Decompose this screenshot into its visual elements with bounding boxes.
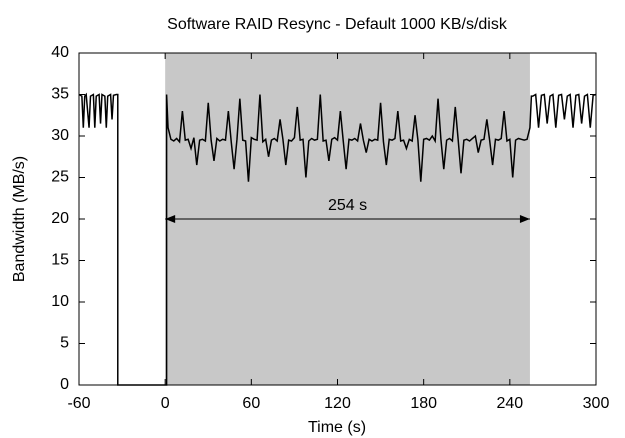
arrow-head — [519, 215, 530, 223]
arrow-head — [165, 215, 176, 223]
annotation-text: 254 s — [328, 197, 367, 214]
plot-frame — [78, 52, 597, 386]
y-tick-label: 40 — [51, 44, 69, 61]
x-tick-label: -60 — [67, 395, 90, 412]
y-axis-label: Bandwidth (MB/s) — [11, 156, 28, 282]
y-tick-label: 20 — [51, 210, 69, 227]
x-tick-label: 180 — [410, 395, 437, 412]
y-tick-label: 15 — [51, 252, 69, 269]
y-tick-label: 30 — [51, 127, 69, 144]
x-tick-label: 300 — [583, 395, 610, 412]
x-tick-label: 0 — [161, 395, 170, 412]
x-tick-label: 60 — [242, 395, 260, 412]
y-tick-label: 5 — [60, 335, 69, 352]
y-tick-label: 10 — [51, 293, 69, 310]
y-tick-label: 35 — [51, 86, 69, 103]
y-tick-label: 0 — [60, 376, 69, 393]
data-line — [78, 92, 597, 386]
x-tick-label: 120 — [324, 395, 351, 412]
chart-title: Software RAID Resync - Default 1000 KB/s… — [167, 16, 508, 33]
x-tick-label: 240 — [496, 395, 523, 412]
y-tick-label: 25 — [51, 169, 69, 186]
x-axis-label: Time (s) — [308, 419, 366, 436]
